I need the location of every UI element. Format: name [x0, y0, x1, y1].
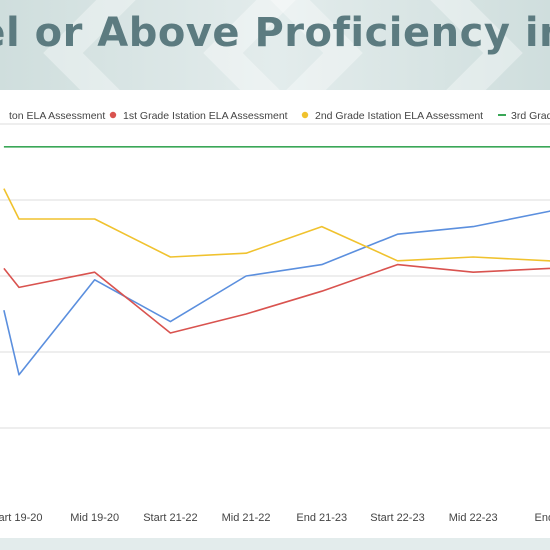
x-axis-ticks: tart 19-20 Mid 19-20 Start 21-22 Mid 21-22 E…: [0, 512, 550, 524]
legend-label: 3rd Grad: [511, 110, 550, 122]
series-lines: [3, 145, 550, 376]
legend: ton ELA Assessment 1st Grade Istation ELA…: [9, 110, 550, 122]
footer-strip: [0, 538, 550, 550]
series-line: [3, 188, 550, 262]
x-tick-label: Start 21-22: [143, 512, 197, 524]
x-tick-label: Mid 22-23: [449, 512, 498, 524]
legend-marker: [109, 111, 117, 119]
chart-panel: ton ELA Assessment 1st Grade Istation ELA…: [0, 90, 550, 538]
x-tick-label: Mid 19-20: [70, 512, 119, 524]
x-tick-label: End 21-23: [296, 512, 347, 524]
legend-label: ton ELA Assessment: [9, 110, 105, 122]
x-tick-label: tart 19-20: [0, 512, 43, 524]
x-tick-label: Mid 21-22: [222, 512, 271, 524]
page-title: vel or Above Proficiency in: [0, 10, 550, 56]
line-chart: ton ELA Assessment 1st Grade Istation ELA…: [0, 110, 550, 524]
x-tick-label: Start 22-23: [370, 512, 424, 524]
legend-marker: [301, 111, 309, 119]
grid: [0, 123, 550, 429]
legend-label: 1st Grade Istation ELA Assessment: [123, 110, 288, 122]
series-line: [3, 263, 550, 334]
title-banner: vel or Above Proficiency in: [0, 0, 550, 90]
series-line: [3, 210, 550, 376]
legend-label: 2nd Grade Istation ELA Assessment: [315, 110, 483, 122]
x-tick-label: End 2: [535, 512, 550, 524]
